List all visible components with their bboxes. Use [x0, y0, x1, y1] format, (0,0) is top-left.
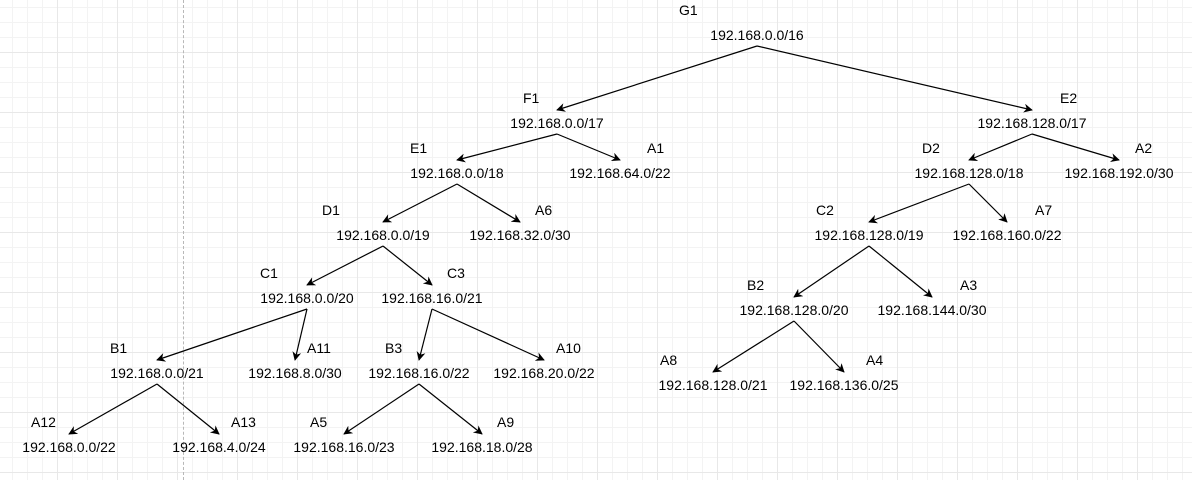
node-name: D2	[922, 140, 940, 156]
node-name: E1	[410, 140, 428, 156]
node-network: 192.168.136.0/25	[789, 377, 899, 393]
edge-d1-c1	[306, 245, 384, 286]
node-name: C2	[816, 202, 834, 218]
node-network: 192.168.0.0/21	[110, 365, 204, 381]
node-network: 192.168.16.0/22	[368, 365, 470, 381]
node-name: A13	[231, 414, 256, 430]
edge-c3-b3	[416, 308, 433, 361]
node-name: A4	[866, 352, 884, 368]
edge-c2-b2	[793, 245, 870, 298]
edge-c2-a3	[868, 245, 933, 298]
edge-d2-c2	[868, 183, 970, 224]
node-name: A5	[310, 414, 328, 430]
edge-e1-d1	[382, 183, 458, 223]
node-name: B2	[747, 277, 765, 293]
node-name: E2	[1060, 90, 1078, 106]
node-name: A3	[960, 277, 978, 293]
node-network: 192.168.0.0/16	[710, 27, 804, 43]
edge-b2-a4	[793, 320, 845, 373]
edge-b2-a8	[712, 320, 795, 373]
edge-b3-a5	[343, 383, 420, 435]
edge-b1-a12	[68, 383, 158, 435]
node-network: 192.168.20.0/22	[493, 365, 595, 381]
node-name: A10	[556, 340, 581, 356]
node-name: C1	[260, 265, 278, 281]
edge-e2-d2	[968, 133, 1033, 162]
node-network: 192.168.0.0/17	[510, 115, 604, 131]
node-name: A12	[31, 414, 56, 430]
edge-d2-a7	[968, 183, 1008, 223]
node-network: 192.168.0.0/18	[410, 165, 504, 181]
node-name: A6	[535, 202, 553, 218]
edge-c1-a11	[292, 308, 308, 361]
node-network: 192.168.64.0/22	[569, 165, 671, 181]
node-network: 192.168.16.0/23	[293, 439, 395, 455]
node-name: G1	[679, 2, 698, 18]
edge-b1-a13	[156, 383, 220, 435]
node-network: 192.168.0.0/19	[336, 227, 430, 243]
node-name: A2	[1135, 140, 1153, 156]
node-network: 192.168.128.0/21	[658, 377, 768, 393]
page-guide-line	[183, 0, 184, 480]
edge-c3-a10	[431, 308, 545, 361]
node-network: 192.168.4.0/24	[172, 439, 266, 455]
node-name: B1	[110, 340, 128, 356]
node-name: F1	[523, 90, 540, 106]
edge-b3-a9	[418, 383, 483, 435]
node-name: A1	[647, 140, 665, 156]
edge-e1-a6	[456, 183, 521, 223]
edge-c1-b1	[156, 308, 308, 362]
node-network: 192.168.144.0/30	[877, 302, 987, 318]
node-network: 192.168.128.0/20	[739, 302, 849, 318]
node-name: A7	[1035, 202, 1053, 218]
node-network: 192.168.18.0/28	[431, 439, 533, 455]
node-network: 192.168.8.0/30	[248, 365, 342, 381]
node-network: 192.168.0.0/22	[22, 439, 116, 455]
node-network: 192.168.128.0/17	[977, 115, 1087, 131]
node-name: A11	[307, 340, 331, 356]
node-network: 192.168.128.0/19	[814, 227, 924, 243]
edge-g1-f1	[556, 45, 758, 112]
node-network: 192.168.160.0/22	[952, 227, 1062, 243]
edge-g1-e2	[756, 45, 1033, 113]
edge-f1-a1	[556, 133, 621, 162]
node-name: B3	[385, 340, 403, 356]
edge-e2-a2	[1031, 133, 1120, 162]
node-network: 192.168.32.0/30	[469, 227, 571, 243]
node-network: 192.168.128.0/18	[914, 165, 1024, 181]
node-name: C3	[447, 265, 465, 281]
node-name: A8	[660, 352, 678, 368]
node-network: 192.168.192.0/30	[1064, 165, 1174, 181]
edge-d1-c3	[382, 245, 433, 286]
node-network: 192.168.0.0/20	[260, 290, 354, 306]
node-network: 192.168.16.0/21	[381, 290, 483, 306]
node-name: D1	[322, 202, 340, 218]
edge-f1-e1	[456, 133, 558, 163]
node-name: A9	[497, 414, 515, 430]
